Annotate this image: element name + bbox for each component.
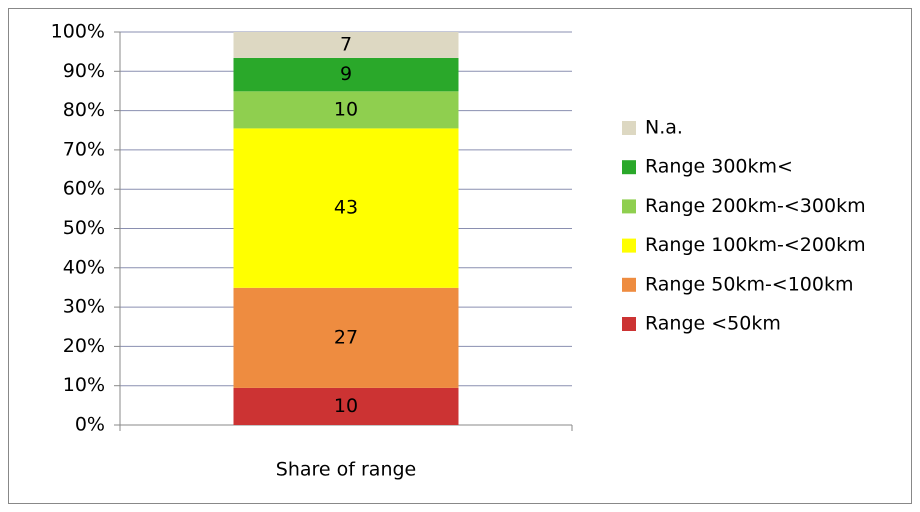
legend-swatch xyxy=(622,317,636,331)
data-label: 43 xyxy=(334,197,358,219)
legend-swatch xyxy=(622,238,636,253)
legend-label: Range <50km xyxy=(645,313,781,335)
y-tick-label: 20% xyxy=(63,335,105,357)
chart-border xyxy=(8,8,912,504)
y-tick-label: 60% xyxy=(63,178,105,200)
y-tick-label: 50% xyxy=(63,217,105,239)
legend-label: N.a. xyxy=(645,117,683,139)
bar-segment xyxy=(233,128,459,288)
bar-segment xyxy=(233,91,459,129)
y-tick-label: 90% xyxy=(63,60,105,82)
legend-label: Range 300km< xyxy=(645,156,793,178)
bar-segment xyxy=(233,57,459,92)
y-tick-label: 70% xyxy=(63,138,105,160)
data-label: 10 xyxy=(334,395,358,417)
y-tick-label: 30% xyxy=(63,296,105,318)
legend-swatch xyxy=(622,277,636,292)
legend-label: Range 100km-<200km xyxy=(645,234,866,256)
legend-label: Range 200km-<300km xyxy=(645,195,866,217)
y-tick-label: 40% xyxy=(63,256,105,278)
legend-label: Range 50km-<100km xyxy=(645,273,854,295)
legend-swatch xyxy=(622,121,636,135)
bar-segment xyxy=(233,387,459,425)
y-tick-label: 100% xyxy=(51,21,105,43)
legend-swatch xyxy=(622,199,636,214)
bar-segment xyxy=(233,287,459,388)
data-label: 9 xyxy=(340,63,352,85)
bar-segment xyxy=(233,32,459,58)
data-label: 10 xyxy=(334,98,358,120)
data-label: 7 xyxy=(340,33,352,55)
x-tick-label: Share of range xyxy=(276,459,416,481)
y-tick-label: 0% xyxy=(75,414,105,436)
data-label: 27 xyxy=(334,326,358,348)
y-tick-label: 80% xyxy=(63,99,105,121)
legend-swatch xyxy=(622,160,636,175)
y-tick-label: 10% xyxy=(63,374,105,396)
